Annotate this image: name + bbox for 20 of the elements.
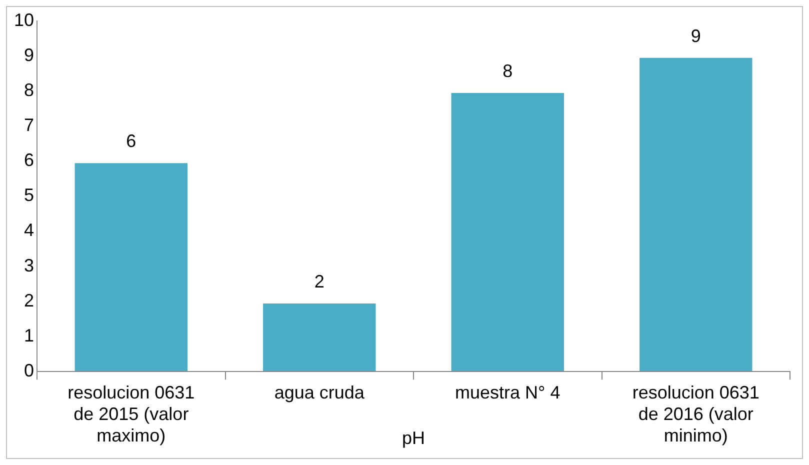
y-tick-label: 6: [24, 150, 34, 170]
y-tick-label: 4: [24, 220, 34, 240]
y-tick-label: 9: [24, 44, 34, 65]
x-tick-label: resolucion 0631 de 2015 (valor maximo): [68, 382, 195, 446]
y-tick-label: 5: [24, 185, 34, 206]
data-label: 9: [690, 26, 701, 46]
y-tick-label: 7: [24, 115, 34, 136]
y-tick-label: 1: [24, 325, 34, 346]
x-tick-label: resolucion 0631 de 2016 (valor minimo): [632, 382, 760, 446]
y-tick-label: 3: [24, 255, 34, 276]
y-tick-label: 0: [24, 360, 34, 381]
x-axis-title: pH: [402, 428, 426, 448]
y-tick-label: 8: [24, 80, 34, 100]
y-tick-label: 2: [24, 290, 34, 310]
data-label: 2: [314, 271, 324, 292]
x-tick-label: muestra N° 4: [455, 382, 560, 402]
data-label: 8: [502, 60, 513, 81]
data-label: 6: [126, 131, 136, 152]
y-tick-label: 10: [14, 10, 34, 30]
x-tick-label: agua cruda: [274, 382, 366, 402]
